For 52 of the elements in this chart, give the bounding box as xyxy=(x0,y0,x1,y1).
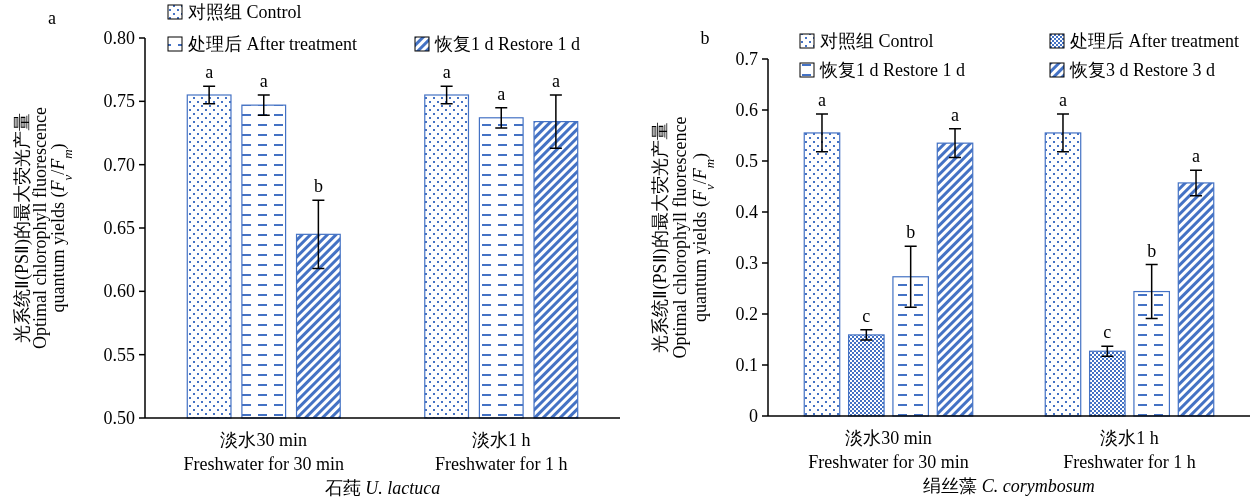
x-tick-label: 淡水1 h Freshwater for 1 h xyxy=(435,430,568,474)
bar xyxy=(803,132,841,417)
annotation: c xyxy=(1103,322,1112,343)
annotation: b xyxy=(313,176,323,197)
legend-label: 恢复3 d Restore 3 d xyxy=(1069,60,1215,80)
bar xyxy=(892,276,930,417)
annotation: c xyxy=(862,305,871,326)
y-tick-label: 0.2 xyxy=(735,304,758,324)
y-tick-label: 0.70 xyxy=(103,154,135,175)
x-tick-label: 淡水30 min Freshwater for 30 min xyxy=(808,428,969,472)
text: a xyxy=(48,8,56,28)
x-axis-title: 石莼 U. lactuca xyxy=(324,478,441,498)
y-tick-label: 0.7 xyxy=(735,49,758,69)
annotation: a xyxy=(951,104,960,125)
annotation: a xyxy=(817,90,826,111)
annotation: a xyxy=(205,62,214,83)
y-tick-label: 0.75 xyxy=(103,91,135,112)
bar xyxy=(1133,290,1171,417)
y-tick-label: 0.80 xyxy=(103,28,135,48)
y-tick-label: 0 xyxy=(749,406,758,426)
x-tick-label: 淡水30 min Freshwater for 30 min xyxy=(183,430,344,474)
y-tick-label: 0.6 xyxy=(735,100,758,120)
y-tick-label: 0.60 xyxy=(103,281,135,302)
bar xyxy=(1177,182,1215,417)
annotation: a xyxy=(1058,90,1067,111)
legend-label: 处理后 After treatment xyxy=(188,34,357,54)
x-tick-label: 淡水1 h Freshwater for 1 h xyxy=(1063,428,1196,472)
y-tick-label: 0.65 xyxy=(103,218,135,238)
bar xyxy=(936,142,974,417)
annotation: a xyxy=(497,83,506,104)
bar xyxy=(1088,350,1126,417)
annotation: b xyxy=(906,222,916,243)
annotation: a xyxy=(1192,146,1201,167)
annotation: a xyxy=(442,62,451,83)
legend-label: 恢复1 d Restore 1 d xyxy=(434,34,580,54)
y-tick-label: 0.3 xyxy=(735,253,758,273)
y-tick-label: 0.1 xyxy=(735,355,758,375)
y-tick-label: 0.55 xyxy=(103,344,135,365)
y-tick-label: 0.50 xyxy=(103,408,135,428)
legend-label: 恢复1 d Restore 1 d xyxy=(819,60,965,80)
text: b xyxy=(700,28,710,48)
legend-label: 对照组 Control xyxy=(188,2,302,22)
y-tick-label: 0.4 xyxy=(735,202,758,222)
annotation: b xyxy=(1147,240,1157,261)
x-axis-title: 绢丝藻 C. corymbosum xyxy=(923,476,1095,496)
legend-label: 对照组 Control xyxy=(820,31,934,51)
legend-label: 处理后 After treatment xyxy=(1070,31,1239,51)
y-tick-label: 0.5 xyxy=(735,151,758,171)
annotation: a xyxy=(551,71,560,91)
annotation: a xyxy=(259,71,268,91)
bar xyxy=(1044,132,1082,417)
bar xyxy=(847,334,885,417)
